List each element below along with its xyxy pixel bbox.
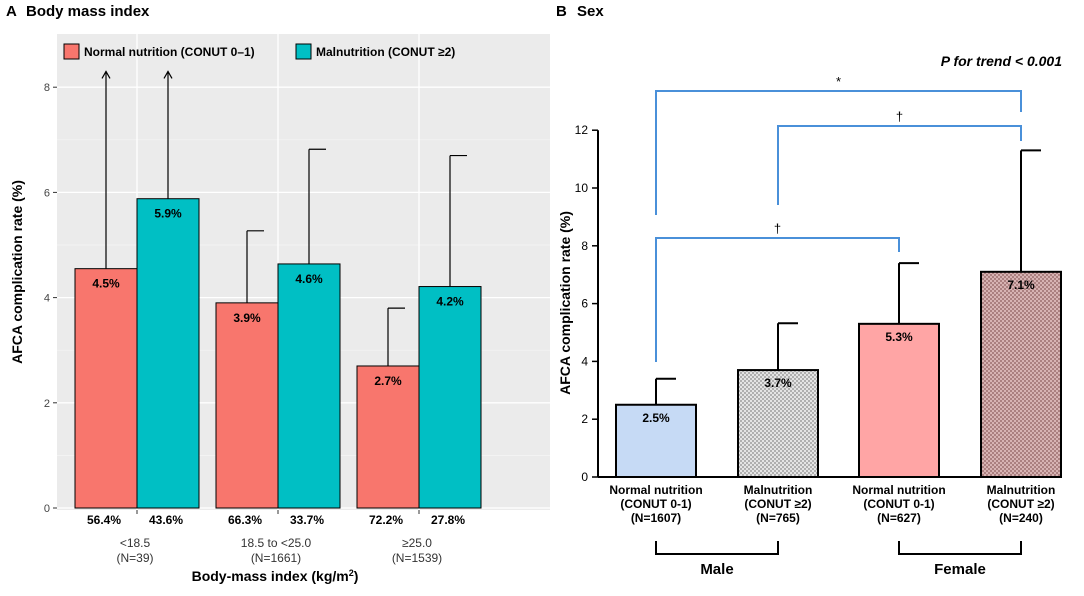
chart-b-group-bracket [898,541,1022,555]
chart-b-y-axis-title: AFCA complication rate (%) [557,211,573,395]
chart-a-category-label: 18.5 to <25.0 [241,536,312,550]
chart-b-category-label: (CONUT 0-1) [620,497,691,511]
chart-b-y-tick-label: 6 [581,297,588,311]
chart-a-bar [277,263,341,509]
chart-a-y-axis: 0 2 4 6 8 [44,82,57,515]
chart-b-comparison-symbol: † [774,221,781,236]
chart-a-y-tick-label: 0 [44,503,50,515]
chart-a-proportion-label: 33.7% [290,513,324,527]
chart-a-bar-label: 4.5% [92,277,120,291]
panel-a-letter: A [6,3,17,20]
chart-b-category-label: (CONUT 0-1) [863,497,934,511]
chart-b-group-label: Male [700,561,733,578]
chart-a-bar-label: 4.6% [295,272,323,286]
chart-a-legend-swatch [63,43,80,60]
chart-a-legend-label: Normal nutrition (CONUT 0–1) [84,45,255,59]
chart-a-proportion-label: 66.3% [228,513,262,527]
chart-a-legend: Normal nutrition (CONUT 0–1) Malnutrition… [63,43,455,60]
chart-b-x-axis: Normal nutrition(CONUT 0-1)(N=1607)Malnu… [609,483,1055,525]
chart-b-category-label: (CONUT ≥2) [987,497,1054,511]
chart-a: 0 2 4 6 8 4.5% 56.4% 3.9% 66.3% 2.7% 72.2% 5.9% 43.… [9,34,550,584]
chart-b-y-tick-label: 0 [581,470,588,484]
chart-b-y-tick-label: 12 [575,123,589,137]
chart-a-bar [215,302,279,509]
chart-b-group-bracket [655,541,779,555]
chart-a-x-axis-title-end: ) [354,568,359,584]
chart-b-comparison-bracket [777,125,1022,205]
chart-b-trend-text: P for trend < 0.001 [941,53,1062,69]
chart-a-category-n: (N=1539) [392,551,442,565]
chart-b-category-label: (N=627) [877,511,921,525]
chart-b-group-label: Female [934,561,986,578]
chart-a-legend-label: Malnutrition (CONUT ≥2) [316,45,455,59]
panel-b-letter: B [556,3,567,20]
chart-b-bar [858,322,940,478]
chart-a-bar [136,198,200,509]
chart-a-proportion-label: 27.8% [431,513,465,527]
chart-b-category-label: (CONUT ≥2) [744,497,811,511]
chart-a-bar [74,268,138,509]
chart-a-legend-swatch [295,43,312,60]
chart-b-bar [737,369,819,479]
chart-b-bar [980,270,1062,478]
chart-b-category-label: (N=765) [756,511,800,525]
chart-a-bar-label: 4.2% [436,295,464,309]
chart-a-error-arrow [163,70,173,79]
chart-a-y-tick-label: 8 [44,82,50,94]
panel-a-title: Body mass index [26,3,150,20]
chart-b-category-label: (N=240) [999,511,1043,525]
chart-a-category-n: (N=39) [116,551,153,565]
chart-b-y-tick-label: 4 [581,354,588,368]
chart-a-y-tick-label: 2 [44,398,50,410]
chart-a-bar [356,365,420,509]
chart-a-category-label: ≥25.0 [402,536,432,550]
chart-a-category-label: <18.5 [120,536,151,550]
chart-a-bar [418,286,482,509]
chart-b-comparison-symbol: * [836,74,841,89]
chart-b-category-label: (N=1607) [631,511,681,525]
chart-b-bars: 2.5% 3.7% 5.3% 7.1% [615,149,1062,479]
chart-b-category-label: Malnutrition [987,483,1056,497]
chart-b: 0 2 4 6 8 10 12 2.5% 3.7% 5.3% 7.1% * † † Normal nu… [557,53,1062,578]
chart-a-bar-label: 5.9% [154,207,182,221]
chart-a-bar-label: 2.7% [374,374,402,388]
chart-b-y-axis: 0 2 4 6 8 10 12 [575,123,1048,484]
chart-a-error-arrow [101,70,111,79]
chart-a-x-axis: <18.5(N=39) 18.5 to <25.0(N=1661) ≥25.0(N=… [116,510,442,565]
chart-a-proportion-label: 56.4% [87,513,121,527]
chart-a-x-axis-title-superscript: 2 [349,568,354,578]
chart-b-bar-label: 2.5% [642,411,670,425]
chart-a-y-tick-label: 4 [44,293,50,305]
chart-b-y-tick-label: 2 [581,412,588,426]
chart-b-comparison-symbol: † [896,109,903,124]
chart-a-bar-label: 3.9% [233,311,261,325]
chart-a-x-axis-title-main: Body-mass index (kg/m [192,568,349,584]
chart-b-comparison-brackets: * † † [655,74,1022,362]
chart-b-y-tick-label: 8 [581,239,588,253]
chart-b-comparison-bracket [655,90,1022,215]
chart-b-bar-label: 7.1% [1007,278,1035,292]
chart-a-category-n: (N=1661) [251,551,301,565]
chart-b-group-brackets: Male Female [655,541,1022,578]
chart-b-category-label: Malnutrition [744,483,813,497]
chart-a-proportion-label: 72.2% [369,513,403,527]
panel-b-title: Sex [577,3,604,20]
chart-b-comparison-bracket [655,237,900,362]
chart-a-y-axis-title: AFCA complication rate (%) [9,180,25,364]
chart-b-y-tick-label: 10 [575,181,589,195]
chart-b-category-label: Normal nutrition [852,483,945,497]
chart-a-bars: 4.5% 56.4% 3.9% 66.3% 2.7% 72.2% 5.9% 43.6% 4.6%… [74,70,482,527]
chart-a-proportion-label: 43.6% [149,513,183,527]
chart-a-x-axis-title: Body-mass index (kg/m2) [192,568,359,584]
chart-b-category-label: Normal nutrition [609,483,702,497]
chart-b-bar [615,403,697,478]
chart-b-bar-label: 5.3% [885,330,913,344]
chart-a-y-tick-label: 6 [44,187,50,199]
chart-b-bar-label: 3.7% [764,376,792,390]
